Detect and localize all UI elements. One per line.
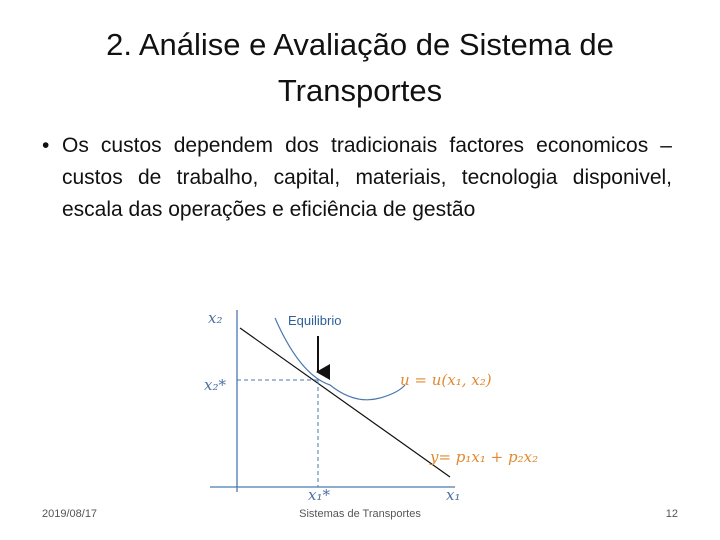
budget-line: [239, 327, 451, 478]
footer-date: 2019/08/17: [42, 508, 98, 520]
slide-title: 2. Análise e Avaliação de Sistema de Tra…: [106, 27, 614, 108]
axis-label: x₂*: [204, 376, 226, 394]
curve-label: u = u(x₁, x₂): [400, 371, 492, 389]
axis-label: x₁*: [308, 486, 330, 504]
axis-label: x₁: [446, 486, 460, 504]
equilibrium-label: Equilibrio: [288, 313, 341, 328]
bullet-list: • Os custos dependem dos tradicionais fa…: [42, 130, 672, 226]
indifference-curve: [274, 317, 406, 401]
footer-title: Sistemas de Transportes: [299, 508, 421, 520]
bullet-text: Os custos dependem dos tradicionais fact…: [62, 134, 672, 221]
axis-label: x₂: [208, 309, 222, 327]
bullet-dot: •: [42, 134, 50, 157]
page-number: 12: [665, 508, 678, 520]
line-label: y= p₁x₁ + p₂x₂: [429, 448, 538, 466]
